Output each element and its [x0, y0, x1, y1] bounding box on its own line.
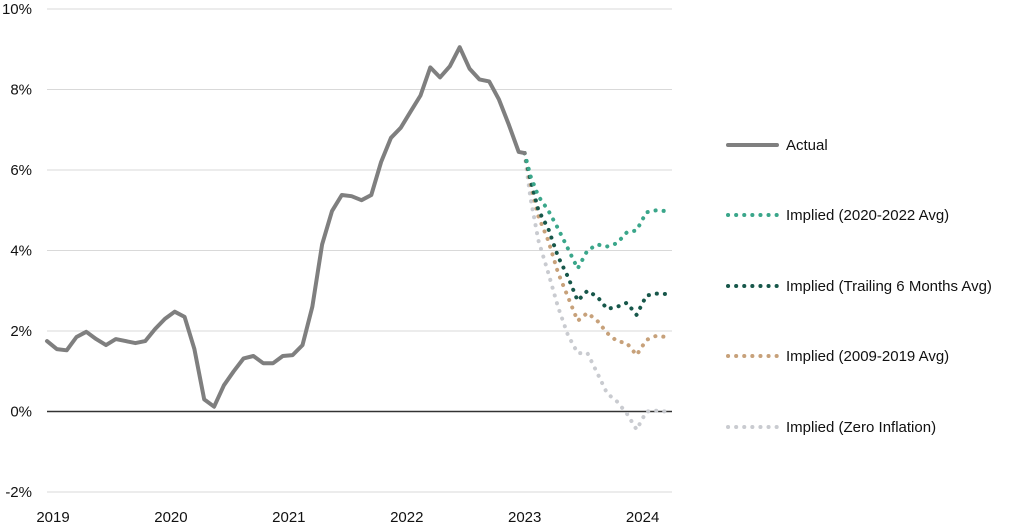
y-tick-label: 2%: [10, 323, 32, 340]
series-lines: [45, 45, 669, 432]
series-line-implied-2009-2019-avg: [522, 151, 669, 358]
legend-label: Actual: [786, 137, 828, 154]
series-line-actual: [45, 45, 527, 409]
x-tick-label: 2019: [36, 509, 69, 524]
x-tick-label: 2021: [272, 509, 305, 524]
x-tick-label: 2023: [508, 509, 541, 524]
x-tick-label: 2022: [390, 509, 423, 524]
y-tick-label: 6%: [10, 162, 32, 179]
grid-lines: [47, 8, 672, 493]
y-tick-label: 4%: [10, 243, 32, 260]
x-tick-label: 2024: [626, 509, 659, 524]
legend-item-implied-2020-2022-avg: Implied (2020-2022 Avg): [726, 207, 949, 224]
legend-label: Implied (2020-2022 Avg): [786, 207, 949, 224]
series-line-implied-zero-inflation: [522, 151, 669, 432]
legend: Actual Implied (2020-2022 Avg) Implied (Tr…: [726, 137, 992, 436]
y-axis-tick-labels: 10% 8% 6% 4% 2% 0% -2%: [2, 1, 32, 501]
series-line-implied-trailing-6-months-avg: [522, 151, 669, 317]
y-tick-label: 0%: [10, 404, 32, 421]
x-axis-tick-labels: 2019 2020 2021 2022 2023 2024: [36, 509, 659, 524]
x-tick-label: 2020: [154, 509, 187, 524]
series-line-implied-2020-2022-avg: [522, 151, 669, 271]
legend-item-implied-trailing-6-months-avg: Implied (Trailing 6 Months Avg): [726, 278, 992, 295]
legend-label: Implied (2009-2019 Avg): [786, 348, 949, 365]
y-tick-label: 8%: [10, 82, 32, 99]
legend-label: Implied (Trailing 6 Months Avg): [786, 278, 992, 295]
legend-item-implied-2009-2019-avg: Implied (2009-2019 Avg): [726, 348, 949, 365]
legend-label: Implied (Zero Inflation): [786, 419, 936, 436]
legend-item-actual: Actual: [726, 137, 828, 154]
y-tick-label: -2%: [5, 484, 32, 501]
y-tick-label: 10%: [2, 1, 32, 18]
legend-item-implied-zero-inflation: Implied (Zero Inflation): [726, 419, 936, 436]
